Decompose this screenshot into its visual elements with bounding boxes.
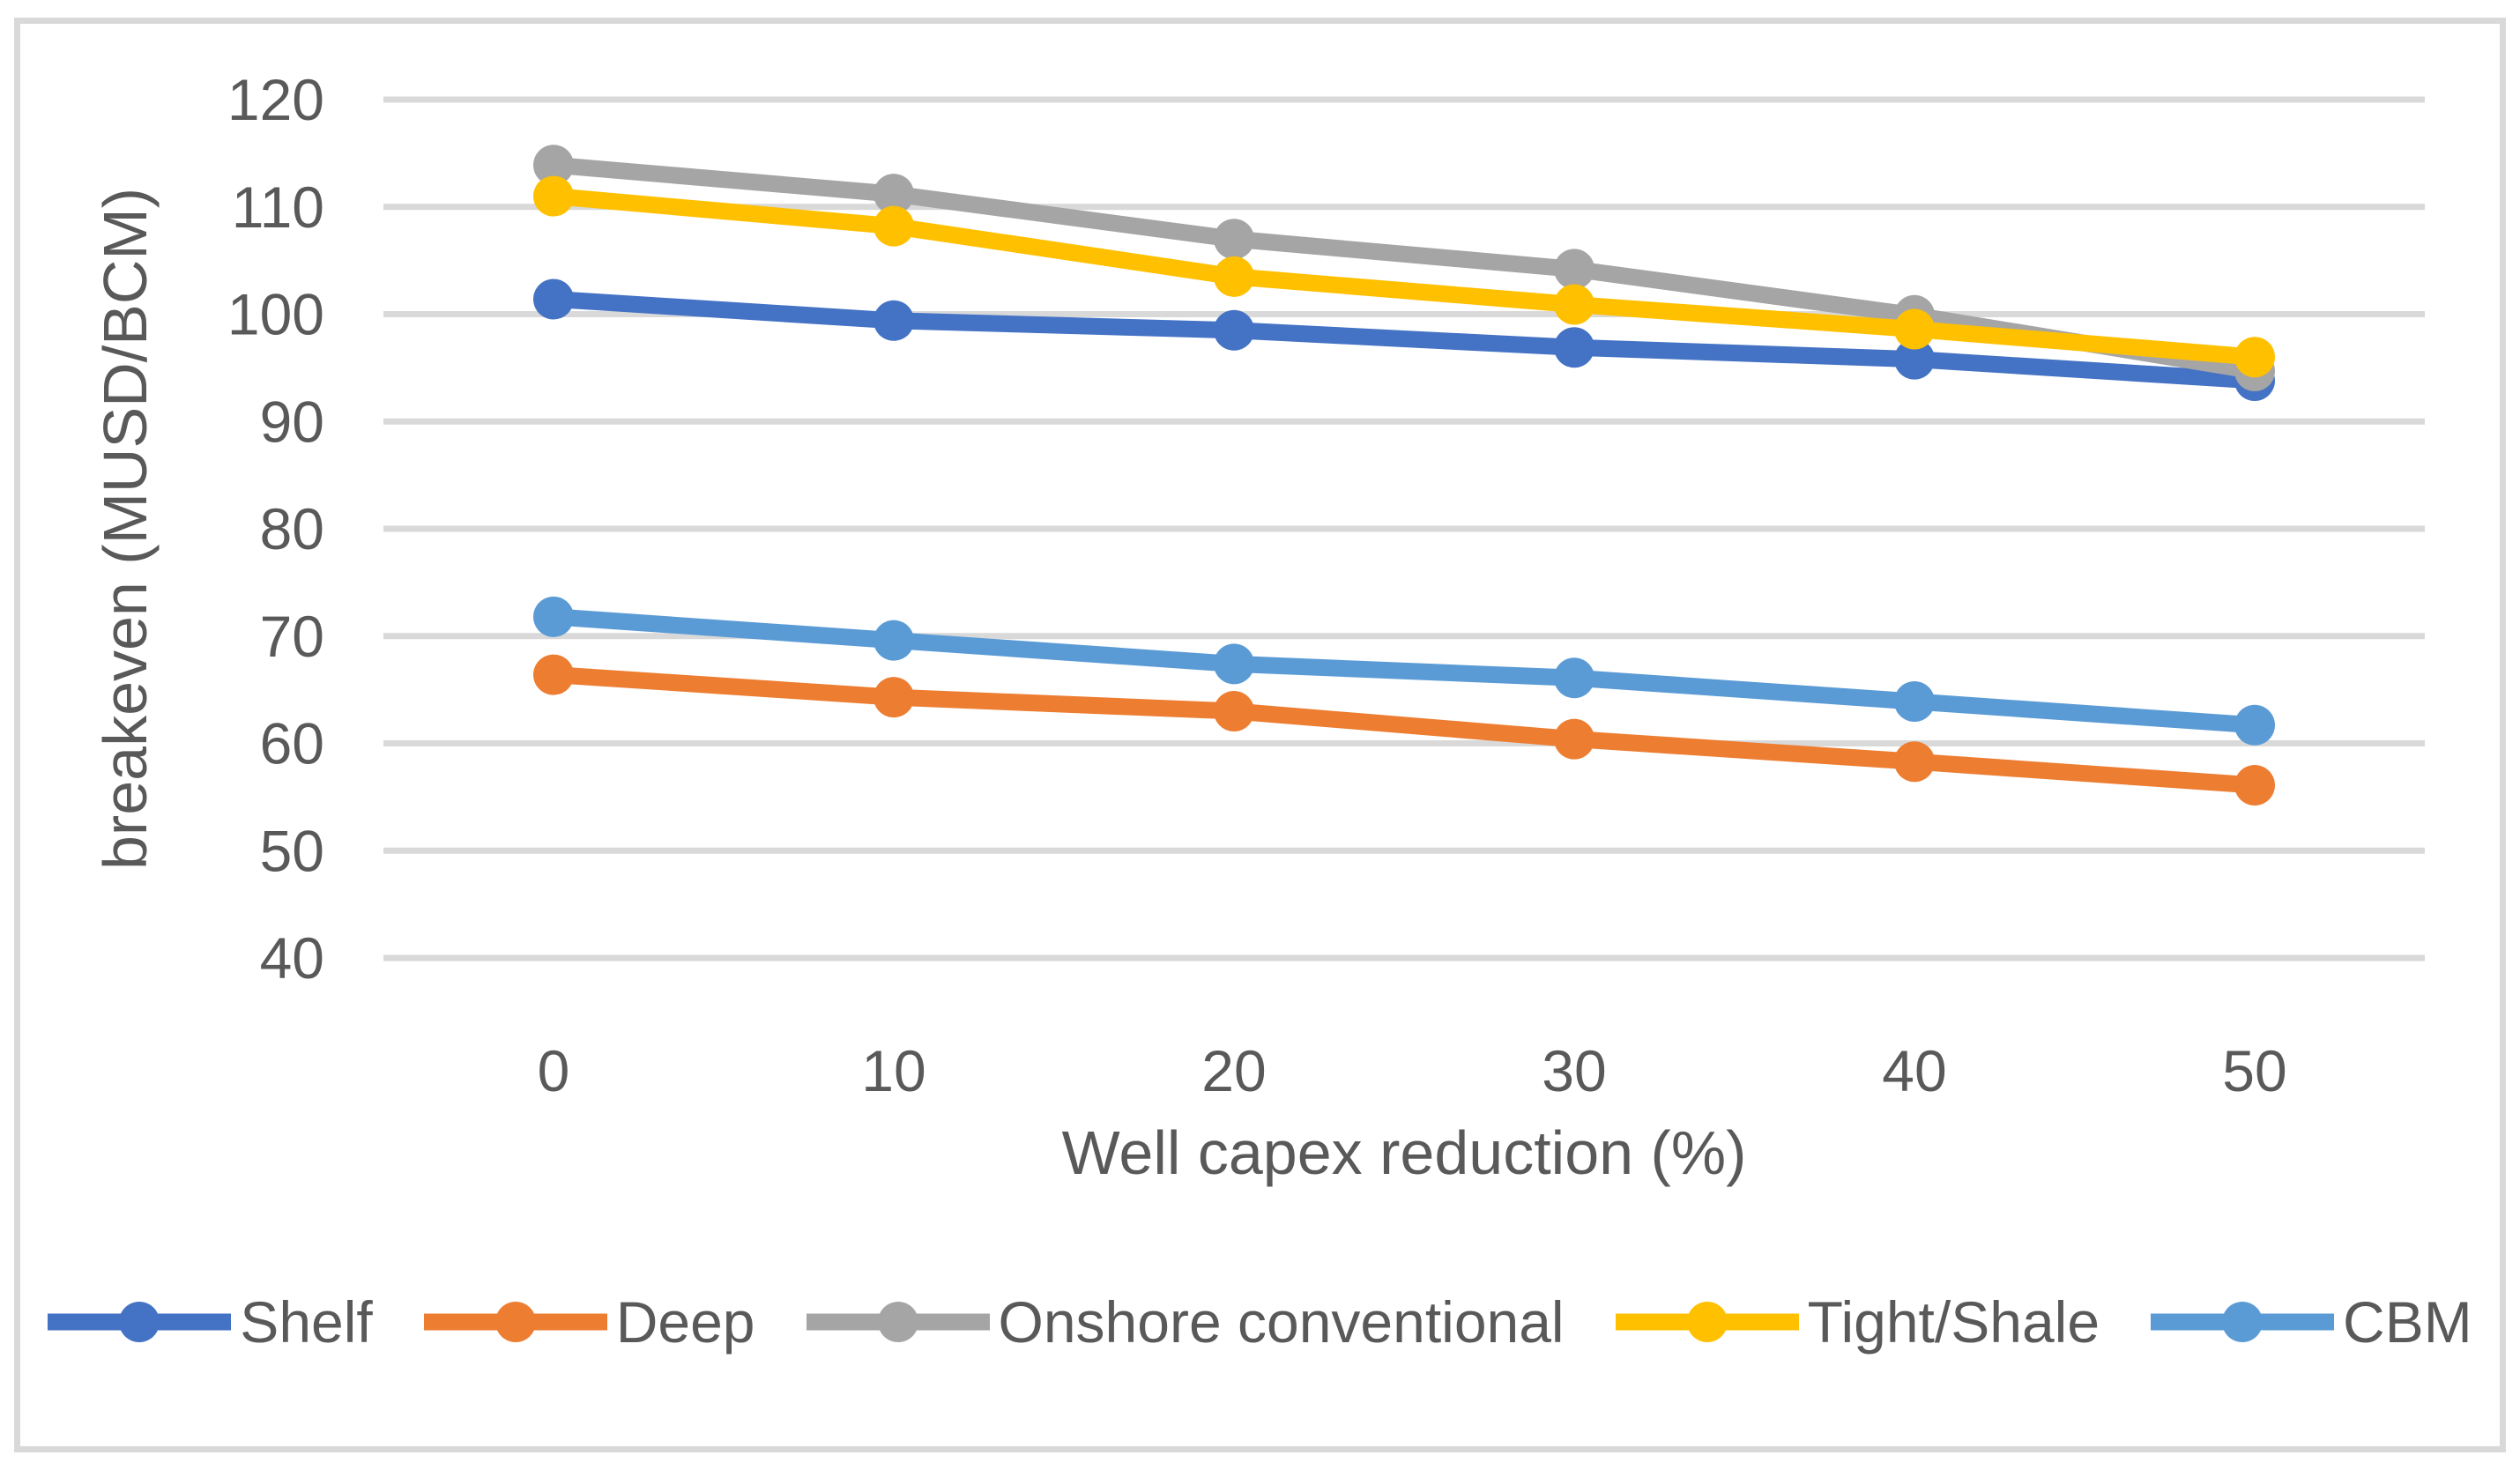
- data-point-marker-shelf: [1554, 327, 1595, 368]
- series-line-shelf: [553, 290, 2256, 390]
- y-tick-label: 40: [260, 925, 324, 991]
- legend-item-tight-shale: Tight/Shale: [1615, 1288, 2100, 1355]
- data-point-marker-deep: [1554, 718, 1595, 760]
- y-tick-label: 100: [227, 282, 324, 347]
- data-point-marker-shelf: [1894, 338, 1935, 380]
- data-point-marker-cbm: [1554, 657, 1595, 699]
- chart-legend: Shelf Deep Onshore conventional Tight/Shale…: [0, 1288, 2520, 1355]
- data-point-marker-tight-shale: [1214, 256, 1254, 297]
- series-line-cbm: [553, 608, 2256, 734]
- x-tick-label: 30: [1542, 1038, 1606, 1103]
- legend-label: Shelf: [240, 1289, 373, 1355]
- data-point-marker-shelf: [1214, 309, 1254, 351]
- legend-marker-icon: [1615, 1302, 1799, 1342]
- data-point-marker-deep: [2234, 764, 2275, 806]
- data-point-marker-tight-shale: [873, 205, 914, 247]
- series-line-tight-shale: [553, 188, 2256, 366]
- data-point-marker-tight-shale: [1554, 284, 1595, 325]
- y-tick-label: 60: [260, 711, 324, 776]
- data-point-marker-cbm: [533, 596, 574, 637]
- x-tick-label: 40: [1882, 1038, 1946, 1103]
- legend-label: Onshore conventional: [998, 1289, 1565, 1355]
- data-point-marker-deep: [1214, 690, 1254, 731]
- data-point-marker-deep: [873, 677, 914, 718]
- y-tick-label: 90: [260, 389, 324, 454]
- legend-item-shelf: Shelf: [48, 1288, 373, 1355]
- x-tick-label: 0: [538, 1038, 570, 1103]
- legend-marker-icon: [48, 1302, 232, 1342]
- data-point-marker-onshore-conventional: [873, 174, 914, 215]
- y-tick-label: 120: [227, 67, 324, 132]
- legend-marker-icon: [2151, 1302, 2335, 1342]
- y-tick-label: 110: [232, 174, 324, 240]
- data-point-marker-shelf: [873, 300, 914, 341]
- legend-marker-icon: [423, 1302, 607, 1342]
- legend-label: Deep: [615, 1289, 755, 1355]
- y-tick-label: 70: [260, 604, 324, 669]
- series-line-deep: [553, 666, 2256, 794]
- chart-border: [14, 18, 2506, 1452]
- y-axis-title: breakeven (MUSD/BCM): [91, 187, 160, 871]
- legend-label: CBM: [2343, 1289, 2472, 1355]
- y-tick-label: 80: [260, 496, 324, 561]
- x-tick-label: 10: [861, 1038, 925, 1103]
- data-point-marker-cbm: [1894, 681, 1935, 723]
- data-point-marker-cbm: [1214, 643, 1254, 685]
- data-point-marker-tight-shale: [533, 175, 574, 217]
- legend-item-deep: Deep: [423, 1288, 755, 1355]
- x-tick-label: 20: [1201, 1038, 1266, 1103]
- data-point-marker-onshore-conventional: [533, 145, 574, 186]
- x-axis-title: Well capex reduction (%): [1061, 1118, 1747, 1187]
- data-point-marker-onshore-conventional: [1214, 219, 1254, 260]
- data-point-marker-shelf: [533, 278, 574, 320]
- data-point-marker-onshore-conventional: [1554, 249, 1595, 290]
- data-point-marker-tight-shale: [1894, 308, 1935, 350]
- data-point-marker-deep: [1894, 741, 1935, 783]
- data-point-marker-cbm: [873, 620, 914, 661]
- data-point-marker-cbm: [2234, 704, 2275, 746]
- legend-marker-icon: [806, 1302, 990, 1342]
- series-line-onshore-conventional: [553, 156, 2256, 380]
- y-tick-label: 50: [260, 818, 324, 883]
- legend-label: Tight/Shale: [1807, 1289, 2100, 1355]
- data-point-marker-tight-shale: [2234, 337, 2275, 378]
- data-point-marker-deep: [533, 654, 574, 695]
- x-tick-label: 50: [2222, 1038, 2286, 1103]
- legend-item-cbm: CBM: [2151, 1288, 2472, 1355]
- legend-item-onshore-conventional: Onshore conventional: [806, 1288, 1565, 1355]
